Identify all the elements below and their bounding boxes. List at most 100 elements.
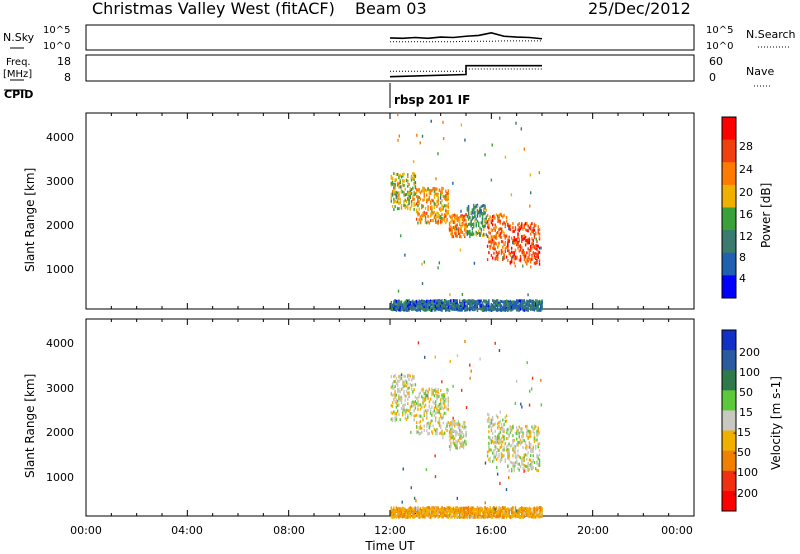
scatter-cell (522, 264, 524, 268)
data-cell (398, 182, 400, 186)
data-cell (413, 301, 415, 305)
data-cell (478, 302, 480, 306)
data-cell (395, 401, 398, 405)
xtick-0000-end: 00:00 (661, 524, 693, 537)
data-cell (434, 301, 437, 305)
data-cell (413, 508, 415, 512)
data-cell (447, 509, 450, 513)
data-cell (423, 190, 425, 194)
data-cell (418, 508, 420, 512)
data-cell (413, 207, 415, 211)
data-cell (457, 308, 460, 312)
data-cell (524, 260, 527, 264)
data-cell (407, 402, 409, 406)
data-cell (457, 419, 460, 423)
data-cell (512, 304, 514, 308)
data-cell (459, 299, 461, 303)
data-cell (533, 256, 536, 260)
scatter-cell (498, 349, 501, 353)
data-cell (414, 414, 417, 418)
data-cell (409, 195, 412, 199)
data-cell (517, 512, 519, 516)
data-cell (529, 227, 532, 231)
data-cell (424, 392, 427, 396)
data-cell (436, 192, 438, 196)
data-cell (489, 308, 491, 312)
data-cell (490, 508, 493, 512)
data-cell (404, 374, 406, 378)
data-cell (488, 251, 490, 255)
data-cell (464, 512, 466, 516)
data-cell (398, 176, 400, 180)
data-cell (505, 507, 508, 511)
data-cell (491, 219, 494, 223)
data-cell (467, 307, 470, 311)
data-cell (398, 308, 400, 312)
data-cell (500, 227, 503, 231)
data-cell (522, 308, 524, 312)
data-cell (507, 454, 509, 458)
data-cell (393, 306, 395, 310)
data-cell (479, 515, 481, 519)
data-cell (499, 219, 501, 223)
data-cell (495, 436, 498, 440)
data-cell (526, 258, 528, 262)
data-cell (438, 299, 441, 303)
data-cell (519, 299, 522, 303)
data-cell (413, 176, 415, 180)
data-cell (540, 514, 542, 518)
data-cell (440, 412, 442, 416)
data-cell (533, 461, 536, 465)
scatter-cell (529, 204, 531, 208)
data-cell (489, 231, 491, 235)
data-cell (485, 306, 488, 310)
data-cell (417, 200, 419, 204)
data-cell (438, 510, 441, 514)
data-cell (498, 441, 500, 445)
data-cell (399, 398, 401, 402)
data-cell (489, 215, 491, 219)
data-cell (443, 302, 446, 306)
data-cell (413, 182, 415, 186)
data-cell (471, 510, 474, 514)
data-cell (407, 374, 409, 378)
data-cell (438, 394, 441, 398)
data-cell (423, 510, 425, 514)
data-cell (440, 307, 442, 311)
data-cell (523, 308, 526, 312)
data-cell (491, 507, 494, 511)
data-cell (500, 445, 503, 449)
data-cell (455, 509, 457, 513)
data-cell (402, 382, 404, 386)
data-cell (504, 459, 507, 463)
data-cell (428, 305, 431, 309)
data-cell (522, 301, 524, 305)
velocity-data-cells (390, 339, 543, 519)
data-cell (403, 384, 405, 388)
data-cell (427, 390, 429, 394)
data-cell (531, 302, 533, 306)
data-cell (436, 389, 438, 393)
data-cell (526, 241, 528, 245)
data-cell (407, 387, 409, 391)
data-cell (415, 508, 418, 512)
data-cell (391, 204, 394, 208)
data-cell (410, 307, 413, 311)
data-cell (453, 508, 456, 512)
data-cell (412, 404, 414, 408)
data-cell (433, 510, 436, 514)
data-cell (428, 426, 431, 430)
data-cell (396, 302, 399, 306)
data-cell (504, 236, 507, 240)
data-cell (450, 436, 452, 440)
data-cell (390, 385, 393, 389)
data-cell (429, 424, 432, 428)
data-cell (504, 249, 507, 253)
data-cell (472, 232, 475, 236)
data-cell (459, 515, 461, 519)
data-cell (490, 308, 493, 312)
data-cell (446, 509, 448, 513)
data-cell (531, 307, 533, 311)
data-cell (538, 453, 541, 457)
data-cell (499, 427, 501, 431)
